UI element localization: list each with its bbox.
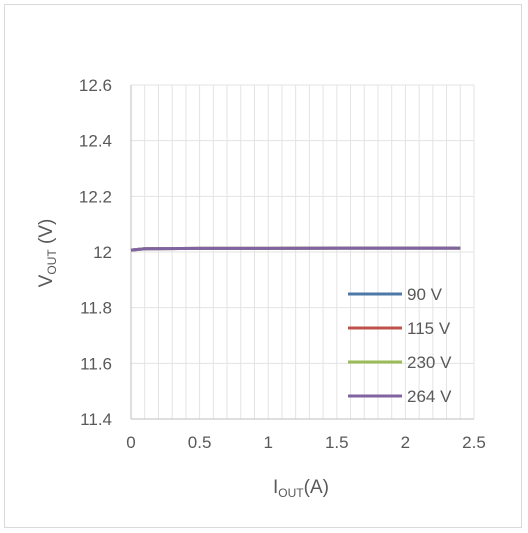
y-axis-title-suffix: (V) xyxy=(36,219,57,250)
y-tick-label: 12.2 xyxy=(79,187,112,206)
y-tick-label: 12.4 xyxy=(79,132,112,151)
legend-label: 264 V xyxy=(407,387,452,406)
y-axis-title-main: V xyxy=(36,274,57,287)
x-axis-title: IOUT(A) xyxy=(273,477,329,500)
legend: 90 V 115 V 230 V 264 V xyxy=(348,285,452,406)
chart-frame xyxy=(4,4,522,528)
x-tick-label: 0.5 xyxy=(188,433,212,452)
y-axis-title: VOUT (V) xyxy=(36,219,59,288)
y-tick-label: 12.6 xyxy=(79,76,112,95)
y-tick-label: 11.4 xyxy=(80,410,112,429)
x-axis-title-main: I xyxy=(273,477,278,498)
x-tick-label: 1.5 xyxy=(325,433,349,452)
axes xyxy=(130,85,474,420)
y-axis-title-sub: OUT xyxy=(45,249,59,275)
tick-labels: 0 0.5 1 1.5 2 2.5 11.4 11.6 11.8 12 12.2 12.4 12.6 xyxy=(79,76,486,452)
x-tick-label: 1 xyxy=(263,433,272,452)
legend-label: 115 V xyxy=(407,319,451,338)
x-tick-label: 2 xyxy=(401,433,410,452)
x-tick-label: 0 xyxy=(126,433,135,452)
x-axis-title-sub: OUT xyxy=(278,486,304,500)
series-line xyxy=(130,246,461,252)
y-tick-label: 12 xyxy=(93,243,112,262)
y-tick-label: 11.6 xyxy=(80,354,112,373)
y-tick-label: 11.8 xyxy=(80,299,112,318)
x-tick-label: 2.5 xyxy=(462,433,486,452)
x-axis-title-suffix: (A) xyxy=(304,477,329,498)
legend-label: 230 V xyxy=(407,353,452,372)
legend-label: 90 V xyxy=(407,285,443,304)
series-lines xyxy=(130,246,461,252)
